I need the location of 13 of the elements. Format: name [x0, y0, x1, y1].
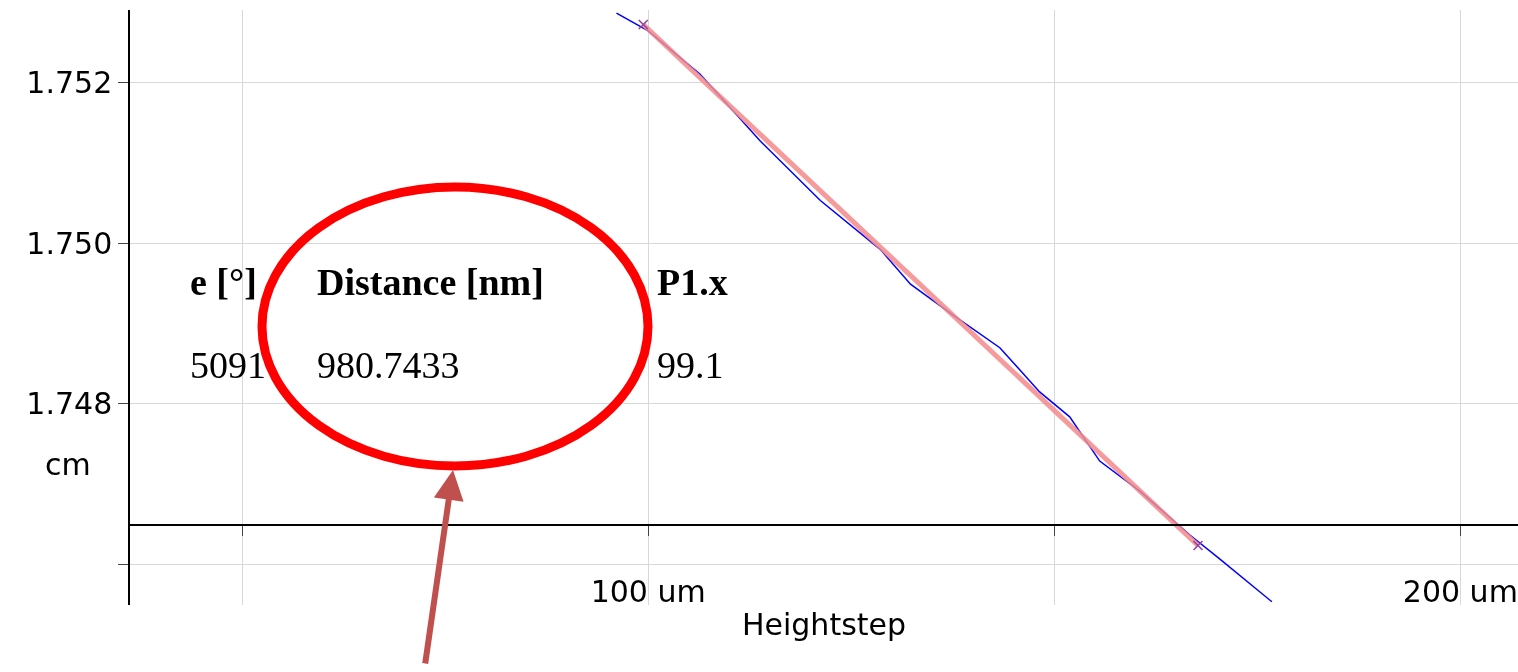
annotation: 99.1 [657, 344, 724, 386]
y-axis-title: cm [45, 447, 91, 482]
y-tick-label: 1.750 [26, 225, 113, 261]
annotation: P1.x [657, 261, 728, 303]
annotation: 5091 [190, 344, 266, 386]
y-tick-label: 1.752 [26, 64, 113, 100]
y-tick-label: 1.748 [26, 386, 113, 422]
annotation: Distance [nm] [317, 261, 544, 303]
annotation: e [°] [190, 261, 257, 303]
x-axis-title: Heightstep [741, 607, 907, 643]
x-tick-label: 100 um [590, 574, 706, 610]
x-tick-label: 200 um [1402, 574, 1518, 610]
annotation: 980.7433 [317, 344, 460, 386]
